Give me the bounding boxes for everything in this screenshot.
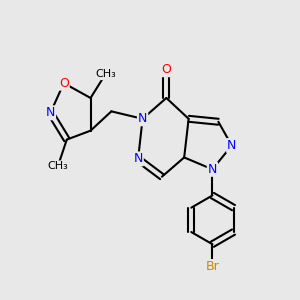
Text: N: N: [227, 139, 236, 152]
Text: CH₃: CH₃: [47, 161, 68, 171]
Text: CH₃: CH₃: [95, 69, 116, 79]
Text: N: N: [134, 152, 143, 165]
Text: N: N: [138, 112, 147, 125]
Text: Br: Br: [206, 260, 219, 273]
Text: O: O: [161, 63, 171, 76]
Text: O: O: [59, 76, 69, 90]
Text: N: N: [46, 106, 55, 119]
Text: N: N: [208, 163, 217, 176]
